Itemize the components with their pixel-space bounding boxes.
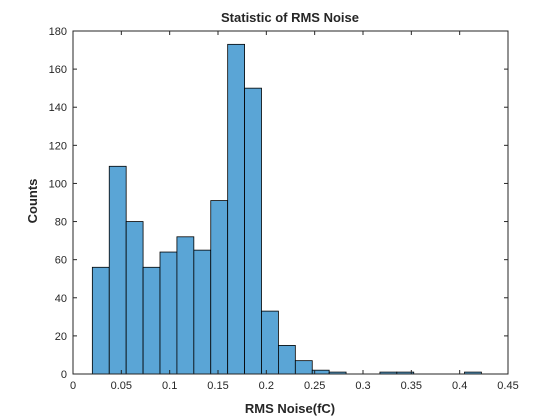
bars-group <box>91 43 482 375</box>
y-tick-label: 20 <box>55 331 67 343</box>
y-tick-label: 140 <box>49 102 67 114</box>
y-tick-label: 40 <box>55 293 67 305</box>
histogram-bar-4 <box>159 251 178 375</box>
histogram-bar-0 <box>91 266 110 375</box>
plot-area-border <box>72 30 509 375</box>
histogram-bar-9 <box>244 87 262 375</box>
y-tick-label: 160 <box>49 64 67 76</box>
y-tick-label: 120 <box>49 140 67 152</box>
x-tick-label: 0.4 <box>452 380 467 392</box>
y-axis-title: Counts <box>25 179 40 224</box>
histogram-bar-10 <box>261 310 279 375</box>
x-tick-label: 0.15 <box>207 380 228 392</box>
histogram-bar-1 <box>108 165 127 375</box>
y-tick-label: 60 <box>55 255 67 267</box>
histogram-bar-12 <box>294 360 313 375</box>
x-tick-label: 0 <box>70 380 76 392</box>
ticks-group: 0 0.05 0.1 0.15 0.2 0.25 0.3 0.35 0.4 0.45 0 20 40 60… <box>49 26 519 392</box>
x-tick-label: 0.25 <box>304 380 325 392</box>
histogram-bar-6 <box>193 249 212 375</box>
x-tick-label: 0.05 <box>111 380 132 392</box>
chart-title: Statistic of RMS Noise <box>221 10 359 25</box>
x-axis-title: RMS Noise(fC) <box>245 401 335 416</box>
y-tick-label: 180 <box>49 26 67 38</box>
histogram-bar-2 <box>125 221 144 375</box>
histogram-bar-7 <box>210 200 229 375</box>
x-tick-label: 0.3 <box>355 380 370 392</box>
y-tick-label: 100 <box>49 178 67 190</box>
histogram-bar-3 <box>142 266 161 375</box>
x-tick-label: 0.1 <box>162 380 177 392</box>
histogram-bar-5 <box>176 236 195 375</box>
x-tick-label: 0.35 <box>401 380 422 392</box>
x-tick-label: 0.2 <box>259 380 274 392</box>
y-tick-label: 0 <box>61 369 67 381</box>
y-tick-label: 80 <box>55 217 67 229</box>
histogram-bar-8 <box>227 43 245 375</box>
x-tick-label: 0.45 <box>497 380 518 392</box>
histogram-bar-11 <box>278 345 296 375</box>
